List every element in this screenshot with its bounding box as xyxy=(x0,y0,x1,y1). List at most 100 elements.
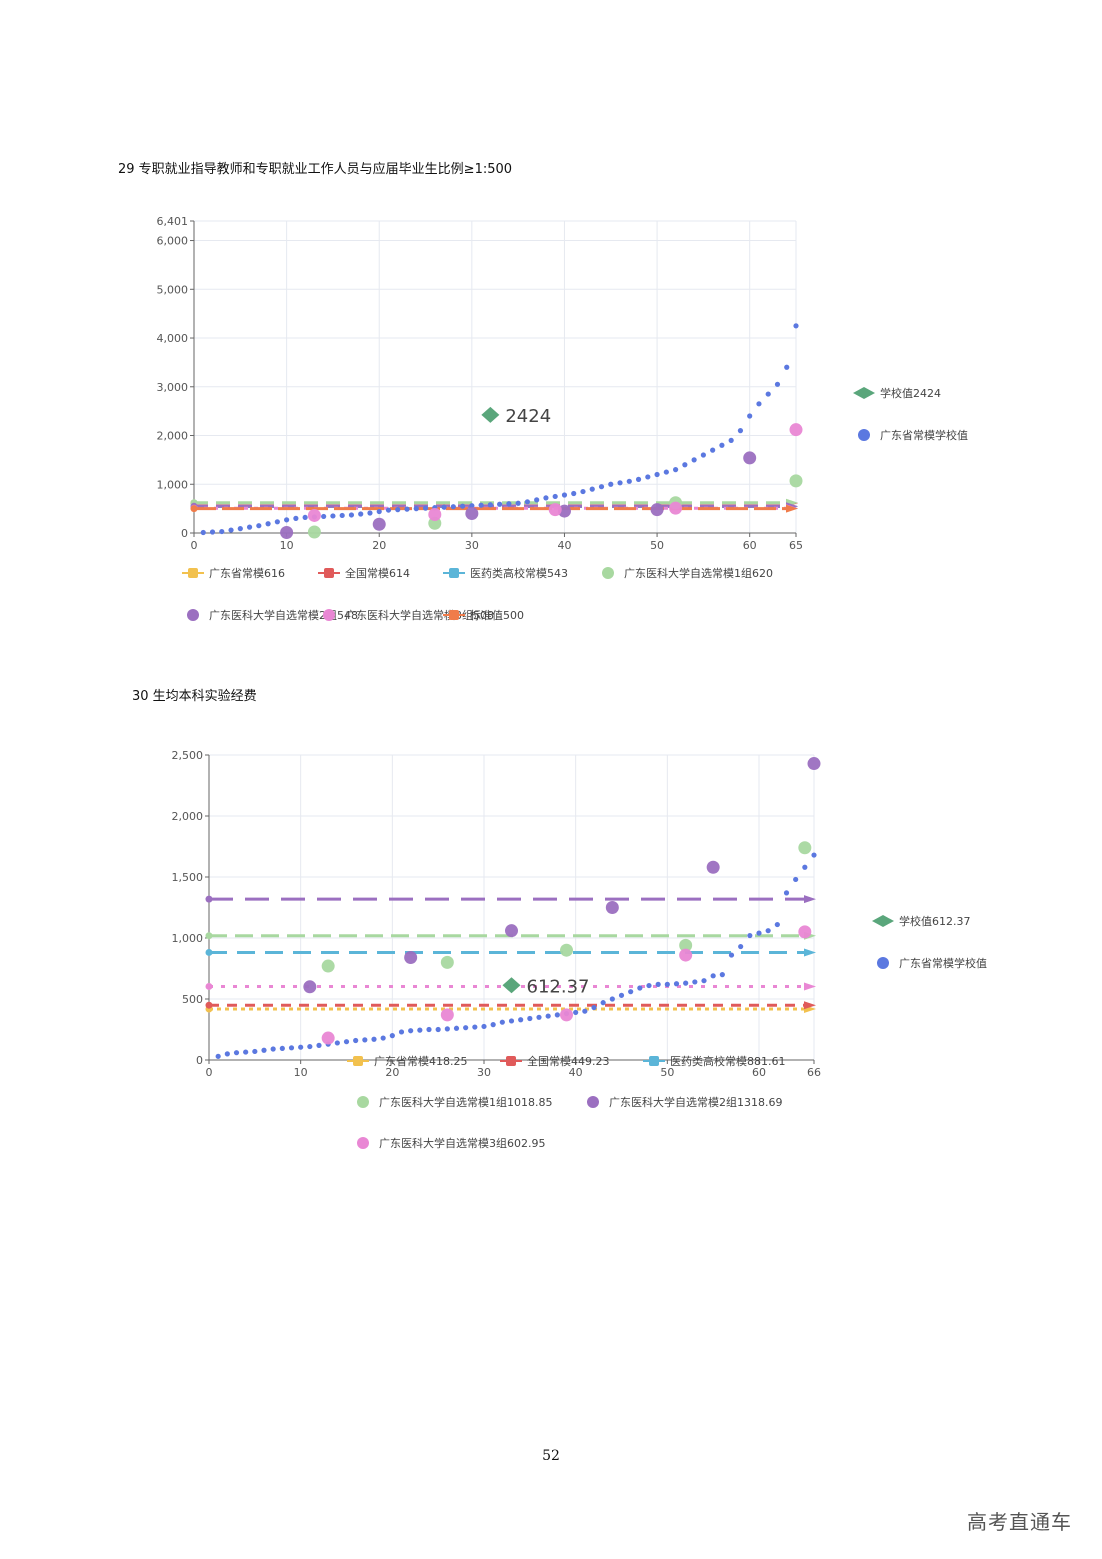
provincial-school-point xyxy=(408,1028,414,1034)
provincial-school-point xyxy=(552,493,558,500)
provincial-school-point xyxy=(700,452,706,458)
group-point xyxy=(280,526,294,540)
group-point xyxy=(440,955,454,969)
provincial-school-point xyxy=(747,932,753,939)
legend-marker xyxy=(506,1056,516,1066)
provincial-school-point xyxy=(334,1040,340,1046)
provincial-school-point xyxy=(710,447,716,453)
provincial-school-point xyxy=(404,506,410,512)
group-point xyxy=(440,1008,454,1022)
legend-marker xyxy=(357,1096,369,1108)
group-point xyxy=(706,860,720,874)
provincial-school-point xyxy=(728,952,735,958)
provincial-school-point xyxy=(413,506,419,512)
provincial-school-point xyxy=(246,524,253,530)
group-point xyxy=(465,507,479,521)
provincial-school-point xyxy=(316,1042,322,1048)
legend-label: 广东医科大学自选常模3组602.95 xyxy=(379,1136,546,1150)
x-tick-label: 30 xyxy=(465,539,479,552)
y-tick-label: 1,000 xyxy=(157,478,189,491)
y-tick-label: 3,000 xyxy=(157,381,189,394)
x-tick-label: 0 xyxy=(191,539,198,552)
provincial-school-point xyxy=(580,488,586,495)
provincial-school-point xyxy=(543,495,549,501)
legend-marker xyxy=(324,568,334,578)
group-point xyxy=(679,948,693,962)
provincial-school-point xyxy=(481,1023,487,1030)
provincial-school-point xyxy=(589,486,595,492)
reference-line-start xyxy=(205,1001,213,1009)
chart-30-title: 30 生均本科实验经费 xyxy=(132,689,257,704)
provincial-school-point xyxy=(441,504,447,510)
legend-marker xyxy=(587,1096,599,1108)
reference-line-start xyxy=(205,932,213,940)
legend-label: 广东医科大学自选常模1组1018.85 xyxy=(379,1095,553,1109)
group-point xyxy=(669,501,683,515)
provincial-school-point xyxy=(756,930,762,936)
provincial-school-point xyxy=(682,462,688,468)
provincial-school-point xyxy=(380,1035,386,1041)
provincial-school-point xyxy=(811,852,817,858)
x-tick-label: 40 xyxy=(569,1066,583,1079)
reference-line-arrow xyxy=(804,1001,816,1010)
provincial-school-point xyxy=(376,508,382,515)
provincial-school-point xyxy=(444,1026,450,1032)
provincial-school-point xyxy=(288,1045,295,1051)
provincial-school-point xyxy=(609,996,615,1002)
group-point xyxy=(307,508,321,522)
provincial-school-point xyxy=(617,480,623,486)
provincial-school-point xyxy=(417,1027,423,1033)
provincial-school-point xyxy=(490,1022,496,1028)
y-tick-label: 2,000 xyxy=(157,430,189,443)
provincial-school-point xyxy=(450,504,456,510)
provincial-school-point xyxy=(330,513,336,519)
y-tick-label: 0 xyxy=(196,1054,203,1067)
provincial-school-point xyxy=(618,992,625,998)
y-tick-label: 2,000 xyxy=(172,810,204,823)
provincial-school-point xyxy=(298,1044,304,1050)
legend-school-value-marker xyxy=(872,915,894,927)
x-tick-label: 50 xyxy=(650,539,664,552)
provincial-school-point xyxy=(765,391,771,397)
group-point xyxy=(650,503,664,517)
provincial-school-point xyxy=(571,490,577,497)
provincial-school-point xyxy=(472,1024,478,1030)
provincial-school-point xyxy=(284,517,290,523)
provincial-school-point xyxy=(228,527,234,533)
legend-school-value-label: 学校值2424 xyxy=(880,386,941,400)
provincial-school-point xyxy=(518,1017,524,1023)
x-tick-label: 10 xyxy=(294,1066,308,1079)
legend-marker xyxy=(323,609,335,621)
x-tick-label: 65 xyxy=(789,539,803,552)
provincial-school-point xyxy=(243,1049,249,1055)
provincial-school-point xyxy=(343,1039,350,1045)
provincial-school-point xyxy=(663,469,669,475)
reference-line-start xyxy=(205,948,213,956)
provincial-school-point xyxy=(719,442,725,448)
legend-label: 广东医科大学自选常模2组548 xyxy=(209,608,358,622)
group-point xyxy=(605,901,619,914)
provincial-school-point xyxy=(635,476,642,482)
chart-30: 0 500 1,000 1,500 2,000 2,500 0 10 20 30 40 50 60 66 6… xyxy=(172,749,988,1150)
provincial-school-point xyxy=(701,978,707,984)
reference-line-start xyxy=(205,895,213,903)
provincial-school-point xyxy=(209,529,216,535)
y-tick-label: 4,000 xyxy=(157,332,189,345)
provincial-school-point xyxy=(478,502,484,508)
provincial-school-point xyxy=(783,890,790,896)
reference-line-start xyxy=(205,982,213,990)
provincial-school-point xyxy=(506,501,512,507)
provincial-school-point xyxy=(692,979,698,985)
legend-label: 全国常模614 xyxy=(345,566,410,580)
provincial-school-point xyxy=(554,1012,560,1018)
group-point xyxy=(428,507,442,521)
legend-label: 广东医科大学自选常模1组620 xyxy=(624,566,773,580)
group-point xyxy=(789,423,803,437)
provincial-school-point xyxy=(728,437,734,443)
group-point xyxy=(548,503,562,517)
y-tick-label: 0 xyxy=(181,527,188,540)
provincial-school-point xyxy=(256,523,262,529)
provincial-school-point xyxy=(469,503,475,509)
x-tick-label: 30 xyxy=(477,1066,491,1079)
provincial-school-point xyxy=(527,1015,533,1022)
